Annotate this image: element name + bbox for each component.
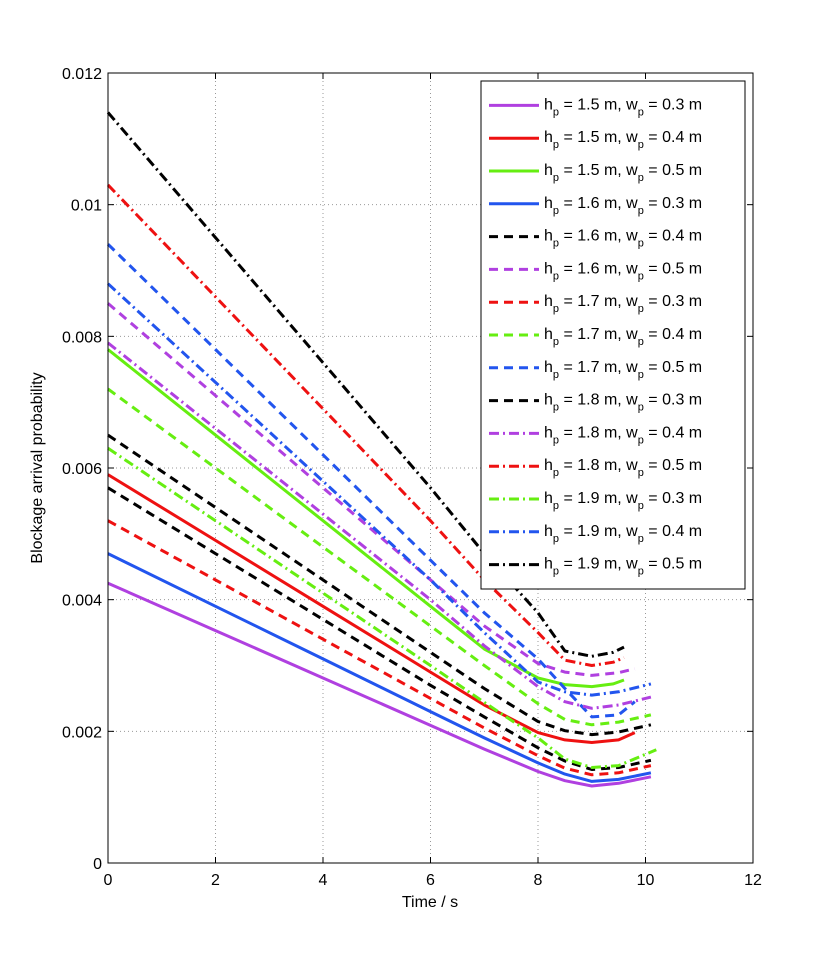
y-tick-label: 0.002 xyxy=(62,724,102,741)
x-tick-label: 6 xyxy=(426,872,435,889)
y-tick-label: 0.012 xyxy=(62,66,102,83)
series-line-14 xyxy=(106,282,652,697)
series-line-4 xyxy=(107,552,652,783)
x-tick-label: 0 xyxy=(104,872,113,889)
legend-label: hp = 1.6 m, wp = 0.3 m xyxy=(544,195,702,217)
legend-label: hp = 1.5 m, wp = 0.4 m xyxy=(544,129,702,151)
x-tick-label: 10 xyxy=(637,872,655,889)
legend-label: hp = 1.5 m, wp = 0.5 m xyxy=(544,162,702,184)
y-tick-label: 0.004 xyxy=(62,593,102,610)
legend-label: hp = 1.7 m, wp = 0.4 m xyxy=(544,326,702,348)
legend-label: hp = 1.8 m, wp = 0.3 m xyxy=(544,392,702,414)
legend-label: hp = 1.8 m, wp = 0.4 m xyxy=(544,424,702,446)
x-axis-title: Time / s xyxy=(402,894,458,911)
series-line-3 xyxy=(107,348,625,689)
series-line-6 xyxy=(107,302,636,677)
y-tick-label: 0.01 xyxy=(71,198,102,215)
legend-label: hp = 1.6 m, wp = 0.4 m xyxy=(544,228,702,250)
series-line-12 xyxy=(106,183,625,667)
series-line-10 xyxy=(107,486,652,771)
series-line-11 xyxy=(107,341,652,710)
legend-label: hp = 1.6 m, wp = 0.5 m xyxy=(544,260,702,282)
series-line-7 xyxy=(107,519,652,777)
legend-label: hp = 1.5 m, wp = 0.3 m xyxy=(544,96,702,118)
y-tick-label: 0.008 xyxy=(62,329,102,346)
legend-label: hp = 1.8 m, wp = 0.5 m xyxy=(544,457,702,479)
series-lines xyxy=(106,111,657,788)
y-tick-label: 0.006 xyxy=(62,461,102,478)
series-line-8 xyxy=(107,387,652,727)
y-axis-title: Blockage arrival probability xyxy=(29,372,46,563)
legend-label: hp = 1.7 m, wp = 0.5 m xyxy=(544,359,702,381)
x-tick-label: 4 xyxy=(319,872,328,889)
series-line-5 xyxy=(107,433,652,737)
y-tick-label: 0 xyxy=(93,856,102,873)
axis-ticks: 0 2 4 6 8 10 12 0 0.002 0.004 0.006 0.008 0.01 0.012 xyxy=(62,66,762,889)
series-line-15 xyxy=(106,111,625,658)
legend-label: hp = 1.9 m, wp = 0.3 m xyxy=(544,490,702,512)
series-line-13 xyxy=(107,447,657,769)
x-tick-label: 8 xyxy=(534,872,543,889)
x-tick-label: 12 xyxy=(744,872,762,889)
series-line-9 xyxy=(106,243,636,719)
legend-label: hp = 1.9 m, wp = 0.5 m xyxy=(544,556,702,578)
series-line-1 xyxy=(107,581,652,788)
legend-label: hp = 1.7 m, wp = 0.3 m xyxy=(544,293,702,315)
legend-label: hp = 1.9 m, wp = 0.4 m xyxy=(544,523,702,545)
x-tick-label: 2 xyxy=(211,872,220,889)
legend: hp = 1.5 m, wp = 0.3 m hp = 1.5 m, wp = 0… xyxy=(480,80,746,590)
